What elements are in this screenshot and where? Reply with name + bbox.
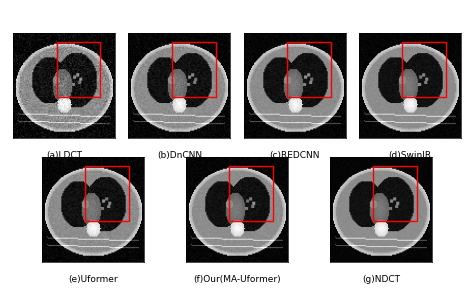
Bar (56, 42, 100, 97)
Bar (172, 42, 216, 97)
Text: (d)SwinIR: (d)SwinIR (388, 151, 431, 160)
Text: (g)NDCT: (g)NDCT (362, 275, 400, 284)
Text: (e)Uformer: (e)Uformer (68, 275, 118, 284)
Text: (b)DnCNN: (b)DnCNN (157, 151, 202, 160)
Bar (229, 166, 273, 221)
Text: (a)LDCT: (a)LDCT (46, 151, 82, 160)
Text: (c)REDCNN: (c)REDCNN (269, 151, 320, 160)
Bar (85, 166, 129, 221)
Bar (402, 42, 446, 97)
Bar (374, 166, 417, 221)
Text: (f)Our(MA-Uformer): (f)Our(MA-Uformer) (193, 275, 281, 284)
Bar (287, 42, 331, 97)
